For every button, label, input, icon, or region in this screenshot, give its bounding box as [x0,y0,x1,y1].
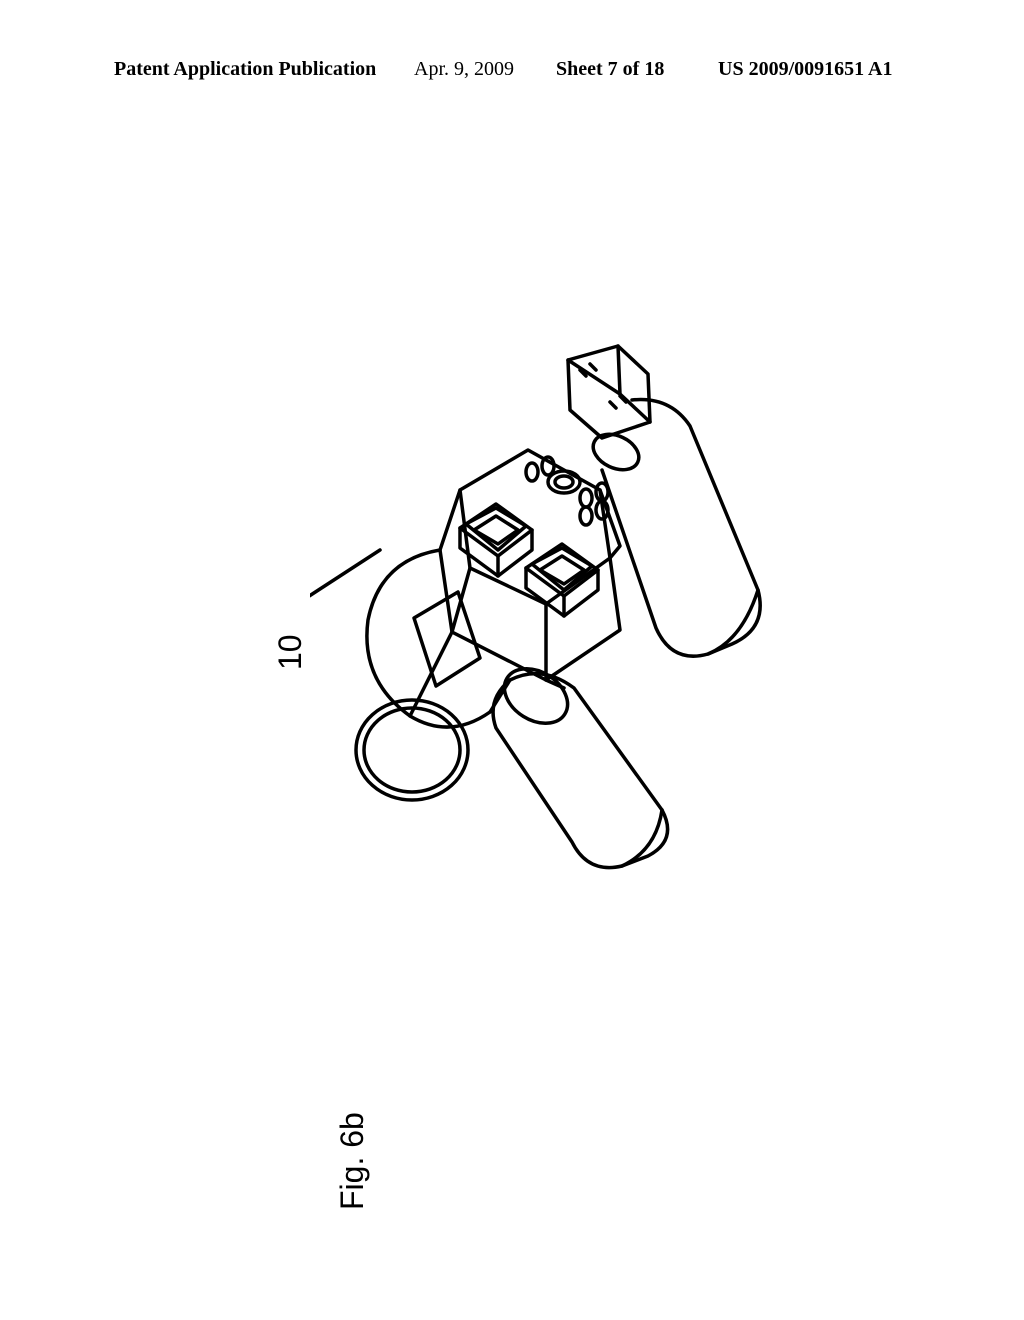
publication-label: Patent Application Publication [114,58,376,81]
patent-drawing [310,340,780,870]
callout-10: 10 [272,634,309,670]
figure-6b: 10 [180,330,820,950]
sheet-number: Sheet 7 of 18 [556,58,664,81]
publication-date: Apr. 9, 2009 [414,58,514,81]
patent-page: Patent Application Publication Apr. 9, 2… [0,0,1024,1320]
figure-caption: Fig. 6b [334,1112,371,1210]
publication-number: US 2009/0091651 A1 [718,58,892,81]
